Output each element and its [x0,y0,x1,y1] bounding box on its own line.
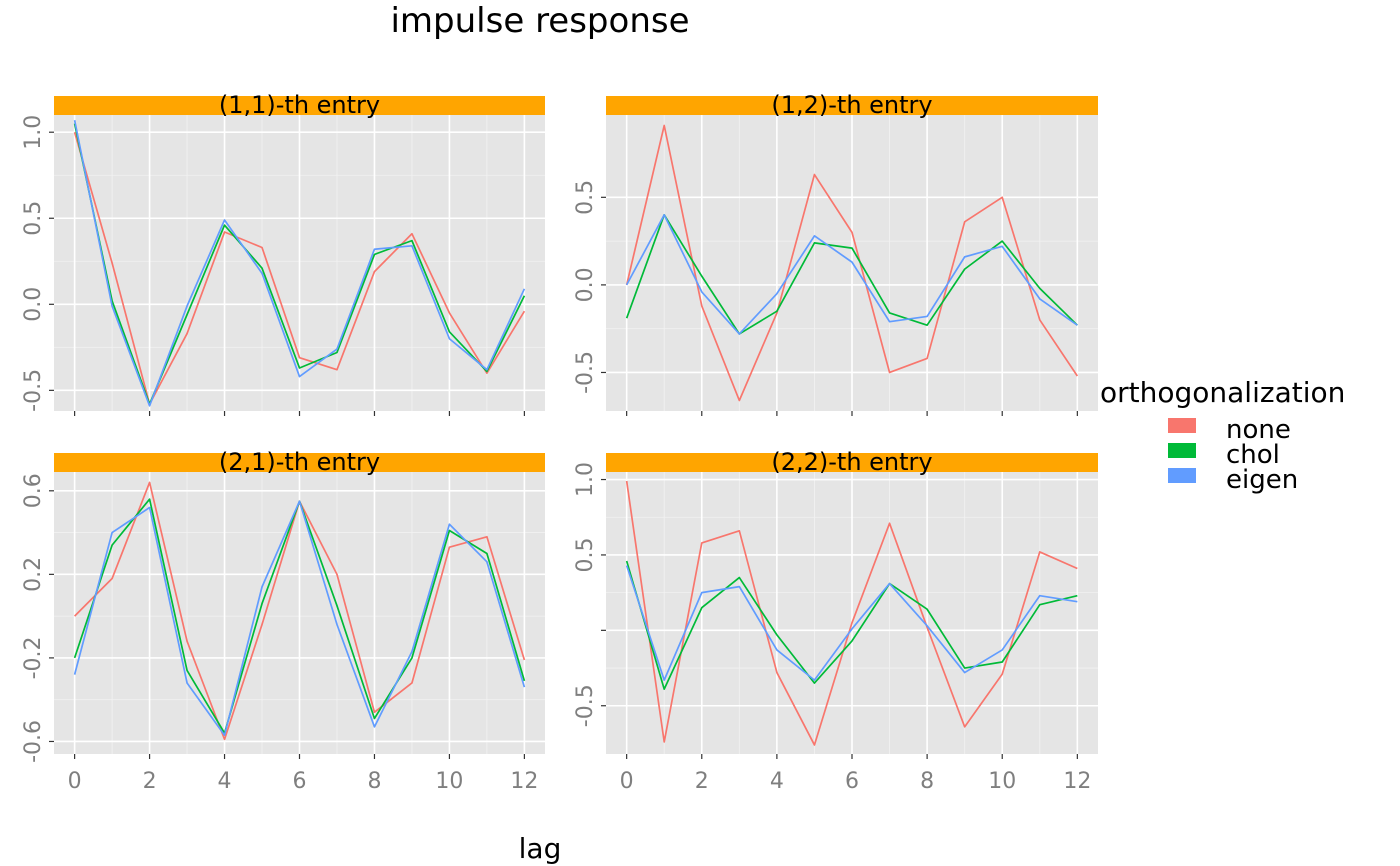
x-axis-title: lag [519,832,562,865]
x-tick-label: 6 [293,769,307,794]
series-line-eigen [625,213,1078,335]
y-tick-label: -0.5 [573,351,598,394]
x-tick-label: 12 [1063,769,1091,794]
facet-strip-label: (1,2)-th entry [771,91,932,119]
facet-panels: (1,1)-th entry -0.5 0.0 0.5 1.0 (1,2)-th entr… [21,91,1098,794]
y-tick-label: 0.6 [21,473,46,508]
facet-panel-1: (1,1)-th entry -0.5 0.0 0.5 1.0 [21,91,545,416]
legend-key-chol [1168,443,1196,458]
facet-panel-3: (2,1)-th entry -0.6 -0.2 0.2 0.6 0 2 4 6 8 10 12 [21,448,545,794]
facet-panel-4: (2,2)-th entry -0.5 0.5 1.0 0 2 4 6 8 10 12 [573,448,1098,794]
x-tick-label: 4 [770,769,784,794]
series-line-eigen [625,565,1078,681]
y-tick-label: 0.0 [573,267,598,302]
facet-panel-2: (1,2)-th entry -0.5 0.0 0.5 [573,91,1098,416]
y-tick-label: 1.0 [573,462,598,497]
x-tick-label: 10 [988,769,1016,794]
facet-strip [54,96,545,115]
y-tick-label: -0.5 [21,369,46,412]
y-tick-label: 1.0 [21,115,46,150]
series-line-chol [625,560,1078,691]
x-tick-label: 0 [68,769,82,794]
y-tick-label: -0.6 [21,720,46,763]
facet-strip [606,96,1098,115]
x-tick-label: 2 [695,769,709,794]
legend-title: orthogonalization [1100,376,1345,409]
y-tick-label: 0.5 [573,180,598,215]
legend-label-eigen: eigen [1226,465,1298,495]
series-line-none [625,124,1079,402]
legend-label-none: none [1226,415,1291,445]
y-tick-label: 0.0 [21,287,46,322]
facet-strip-label: (1,1)-th entry [219,91,380,119]
x-tick-label: 8 [367,769,381,794]
x-tick-label: 0 [620,769,634,794]
series-line-none [625,480,1078,746]
series-line-eigen [73,119,526,407]
chart-title: impulse response [390,1,689,41]
x-tick-label: 12 [510,769,538,794]
x-tick-label: 6 [845,769,859,794]
legend-key-eigen [1168,468,1196,483]
legend-label-chol: chol [1226,440,1280,470]
y-tick-label: -0.5 [573,684,598,727]
legend-key-none [1168,418,1196,433]
x-tick-label: 10 [435,769,463,794]
x-tick-label: 8 [920,769,934,794]
y-tick-label: 0.2 [21,557,46,592]
series-line-eigen [73,500,526,737]
facet-strip-label: (2,1)-th entry [219,448,380,476]
x-tick-label: 2 [143,769,157,794]
x-tick-label: 4 [218,769,232,794]
facet-strip [606,453,1098,472]
facet-strip-label: (2,2)-th entry [771,448,932,476]
y-tick-label: 0.5 [21,201,46,236]
facet-strip [54,453,545,472]
y-tick-label: 0.5 [573,537,598,572]
y-tick-label: -0.2 [21,636,46,679]
series-line-chol [625,213,1078,335]
